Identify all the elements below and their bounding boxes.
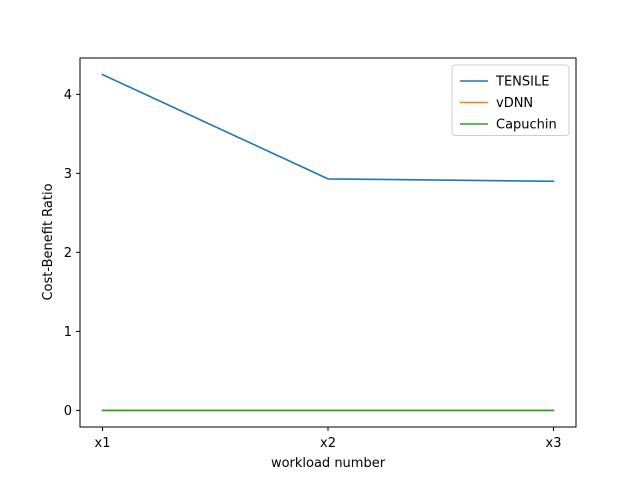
x-tick-label: x1 [95,436,111,451]
legend-box [451,64,570,136]
legend-label-tensile: TENSILE [495,75,549,90]
legend: TENSILE vDNN Capuchin [451,64,570,136]
y-tick-label: 0 [64,404,72,419]
y-tick-label: 2 [64,246,72,261]
x-tick-label: x2 [320,436,336,451]
legend-label-capuchin: Capuchin [496,118,557,133]
y-tick-label: 4 [64,88,72,103]
y-axis-label: Cost-Benefit Ratio [41,183,56,300]
series-layer [101,73,555,412]
legend-label-vdnn: vDNN [496,96,533,111]
y-tick-label: 3 [64,167,72,182]
y-tick-label: 1 [64,325,72,340]
x-axis-label: workload number [271,456,386,471]
x-ticks: x1 x2 x3 [95,427,562,451]
series-line-tensile [101,73,555,183]
x-tick-label: x3 [546,436,562,451]
y-ticks: 0 1 2 3 4 [64,88,80,419]
